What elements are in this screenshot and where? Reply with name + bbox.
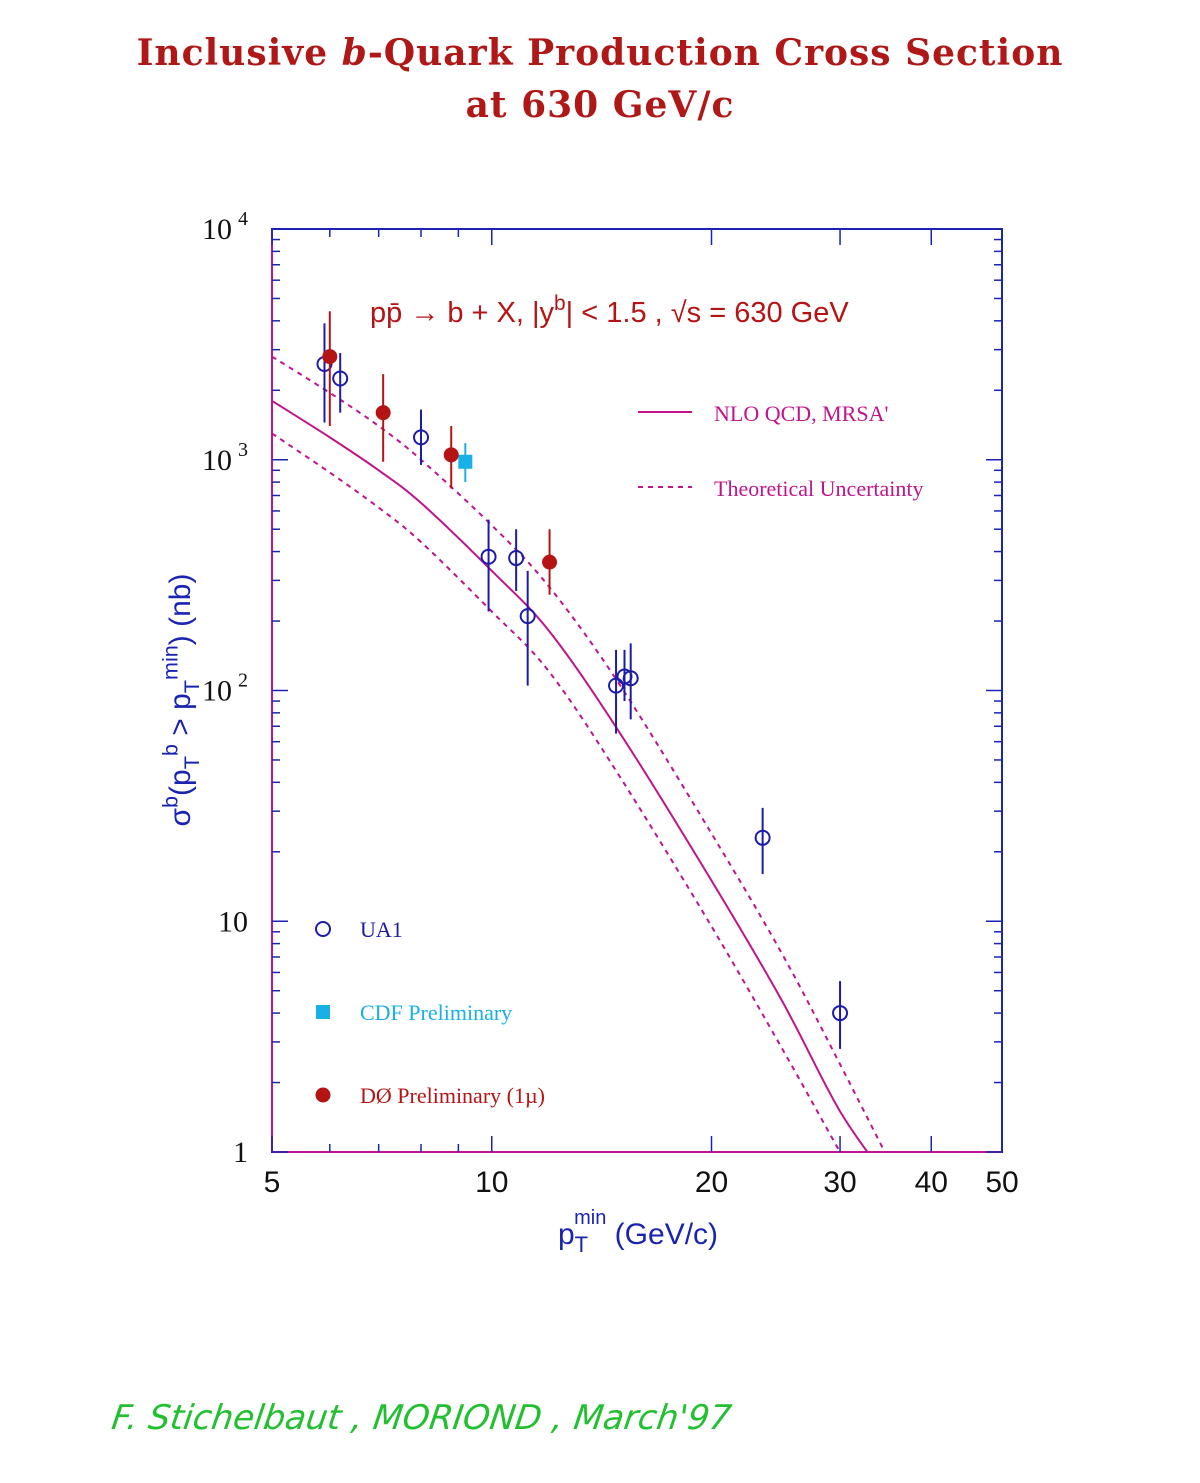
x-tick-label: 20 xyxy=(695,1166,728,1199)
chart-title-line1: Inclusive b-Quark Production Cross Secti… xyxy=(0,32,1200,74)
data-point xyxy=(519,608,536,625)
title-part-c: -Quark Production Cross Section xyxy=(367,32,1064,74)
data-point xyxy=(508,550,525,567)
y-tick-label: 10 4 xyxy=(202,208,248,246)
title-part-b: b xyxy=(341,32,368,74)
data-point xyxy=(754,829,771,846)
data-point xyxy=(375,405,391,421)
x-tick-label: 30 xyxy=(823,1166,856,1199)
lower-uncertainty-curve xyxy=(272,432,842,1152)
nlo-qcd-curve xyxy=(272,400,869,1152)
y-tick-label: 10 xyxy=(218,905,248,938)
y-tick-label: 1 xyxy=(233,1136,248,1169)
x-tick-label: 5 xyxy=(264,1166,281,1199)
x-axis-label: pTmin (GeV/c) xyxy=(558,1207,718,1257)
data-point xyxy=(832,1005,849,1022)
x-tick-label: 50 xyxy=(985,1166,1018,1199)
legend-label: DØ Preliminary (1µ) xyxy=(360,1083,545,1108)
data-point xyxy=(608,677,625,694)
legend-marker xyxy=(315,1087,331,1103)
data-point xyxy=(332,370,349,387)
handwritten-signature: F. Stichelbaut , MORIOND , March'97 xyxy=(109,1398,734,1438)
legend-marker xyxy=(316,1005,330,1019)
data-point xyxy=(443,447,459,463)
data-point xyxy=(542,554,558,570)
legend-label: UA1 xyxy=(360,917,403,942)
legend-marker xyxy=(315,921,331,937)
x-tick-label: 40 xyxy=(915,1166,948,1199)
y-axis-label: σb​(pT​b​ > pT​min​) (nb) xyxy=(157,574,204,827)
process-annotation: pp̄ → b + X, |yb​| < 1.5 , √s = 630 GeV xyxy=(370,292,849,329)
data-point xyxy=(413,429,430,446)
data-point xyxy=(480,548,497,565)
title-part-a: Inclusive xyxy=(136,32,342,74)
curve-legend-label: NLO QCD, MRSA' xyxy=(714,401,889,426)
y-tick-label: 10 3 xyxy=(202,439,248,477)
x-tick-label: 10 xyxy=(475,1166,508,1199)
curve-legend-label: Theoretical Uncertainty xyxy=(714,476,924,501)
data-point xyxy=(322,349,338,365)
chart-title-line2: at 630 GeV/c xyxy=(465,84,735,126)
y-tick-label: 10 2 xyxy=(202,670,248,708)
legend-label: CDF Preliminary xyxy=(360,1000,512,1025)
data-point xyxy=(622,670,639,687)
data-point xyxy=(458,454,473,469)
